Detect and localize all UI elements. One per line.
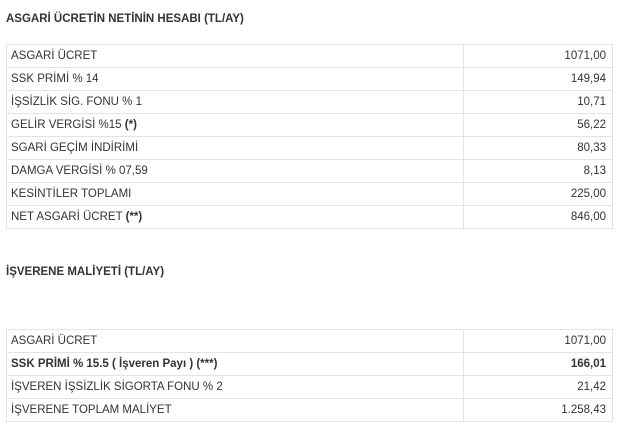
table-row: KESİNTİLER TOPLAMI 225,00 bbox=[6, 183, 613, 206]
table-row: ASGARİ ÜCRET 1071,00 bbox=[6, 329, 613, 353]
section-title-net-wage: ASGARİ ÜCRETİN NETİNİN HESABI (TL/AY) bbox=[6, 13, 244, 25]
employer-cost-table: ASGARİ ÜCRET 1071,00 SSK PRİMİ % 15.5 ( … bbox=[6, 329, 613, 422]
row-label-total-deductions: KESİNTİLER TOPLAMI bbox=[6, 183, 464, 206]
row-value-minimum-wage: 1071,00 bbox=[464, 329, 613, 353]
table-row: İŞSİZLİK SİG. FONU % 1 10,71 bbox=[6, 91, 613, 114]
row-label-minimum-wage: ASGARİ ÜCRET bbox=[6, 329, 464, 353]
row-value-employer-unemployment-fund: 21,42 bbox=[464, 376, 613, 399]
table-row: İŞVERENE TOPLAM MALİYET 1.258,43 bbox=[6, 399, 613, 422]
row-label-net-minimum-wage: NET ASGARİ ÜCRET (**) bbox=[6, 206, 464, 229]
row-label-ssk-premium: SSK PRİMİ % 14 bbox=[6, 68, 464, 91]
row-value-employer-ssk-share: 166,01 bbox=[464, 353, 613, 376]
table-row: SSK PRİMİ % 15.5 ( İşveren Payı ) (***) … bbox=[6, 353, 613, 376]
row-label-total-employer-cost: İŞVERENE TOPLAM MALİYET bbox=[6, 399, 464, 422]
row-value-income-tax: 56,22 bbox=[464, 114, 613, 137]
row-value-ssk-premium: 149,94 bbox=[464, 68, 613, 91]
income-tax-label-text: GELİR VERGİSİ %15 bbox=[11, 119, 125, 131]
table-row: NET ASGARİ ÜCRET (**) 846,00 bbox=[6, 206, 613, 229]
row-label-employer-ssk-share: SSK PRİMİ % 15.5 ( İşveren Payı ) (***) bbox=[6, 353, 464, 376]
row-value-total-employer-cost: 1.258,43 bbox=[464, 399, 613, 422]
table-row: DAMGA VERGİSİ % 07,59 8,13 bbox=[6, 160, 613, 183]
row-label-living-allowance: SGARİ GEÇİM İNDİRİMİ bbox=[6, 137, 464, 160]
table-row: İŞVEREN İŞSİZLİK SİGORTA FONU % 2 21,42 bbox=[6, 376, 613, 399]
table-row: GELİR VERGİSİ %15 (*) 56,22 bbox=[6, 114, 613, 137]
row-label-minimum-wage: ASGARİ ÜCRET bbox=[6, 44, 464, 68]
row-value-minimum-wage: 1071,00 bbox=[464, 44, 613, 68]
net-wage-table: ASGARİ ÜCRET 1071,00 SSK PRİMİ % 14 149,… bbox=[6, 44, 613, 229]
row-value-unemployment-fund: 10,71 bbox=[464, 91, 613, 114]
row-value-total-deductions: 225,00 bbox=[464, 183, 613, 206]
section-title-employer-cost: İŞVERENE MALİYETİ (TL/AY) bbox=[6, 266, 165, 278]
income-tax-note-marker: (*) bbox=[124, 119, 137, 131]
row-value-net-minimum-wage: 846,00 bbox=[464, 206, 613, 229]
row-value-living-allowance: 80,33 bbox=[464, 137, 613, 160]
row-value-stamp-tax: 8,13 bbox=[464, 160, 613, 183]
table-row: SGARİ GEÇİM İNDİRİMİ 80,33 bbox=[6, 137, 613, 160]
row-label-employer-unemployment-fund: İŞVEREN İŞSİZLİK SİGORTA FONU % 2 bbox=[6, 376, 464, 399]
row-label-stamp-tax: DAMGA VERGİSİ % 07,59 bbox=[6, 160, 464, 183]
row-label-income-tax: GELİR VERGİSİ %15 (*) bbox=[6, 114, 464, 137]
net-wage-label-text: NET ASGARİ ÜCRET bbox=[11, 211, 126, 223]
net-wage-note-marker: (**) bbox=[125, 211, 143, 223]
row-label-unemployment-fund: İŞSİZLİK SİG. FONU % 1 bbox=[6, 91, 464, 114]
table-row: SSK PRİMİ % 14 149,94 bbox=[6, 68, 613, 91]
table-row: ASGARİ ÜCRET 1071,00 bbox=[6, 44, 613, 68]
